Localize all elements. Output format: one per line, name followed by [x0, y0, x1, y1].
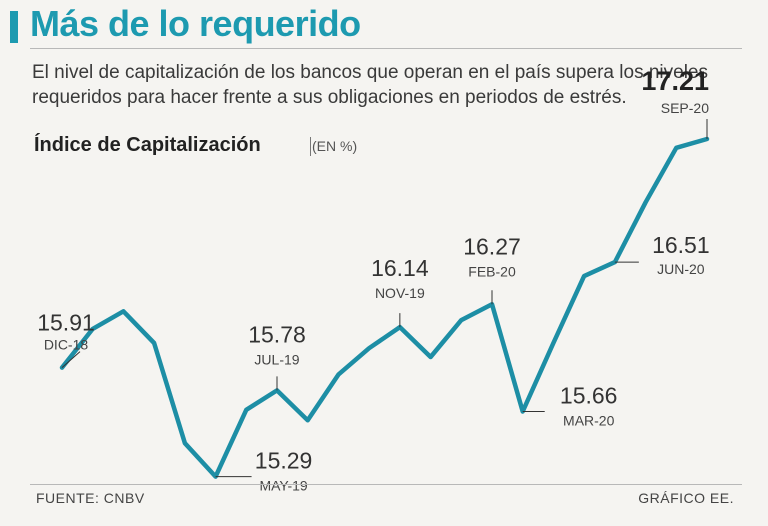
data-label-date-feb-20: FEB-20	[468, 263, 516, 279]
title-divider	[30, 48, 742, 49]
title-accent-bar	[10, 11, 18, 43]
data-label-date-nov-19: NOV-19	[375, 285, 425, 301]
chart-units: (EN %)	[312, 138, 358, 154]
chart-title: Índice de Capitalización	[34, 134, 261, 156]
footer-divider	[30, 484, 742, 485]
credit-note: GRÁFICO EE.	[638, 490, 734, 506]
data-label-date-mar-20: MAR-20	[563, 413, 615, 429]
data-label-date-jul-19: JUL-19	[254, 351, 299, 367]
data-label-date-may-19: MAY-19	[259, 478, 307, 494]
units-separator	[310, 137, 311, 156]
data-label-value-mar-20: 15.66	[560, 383, 618, 409]
data-label-value-jun-20: 16.51	[652, 232, 710, 258]
data-label-value-jul-19: 15.78	[248, 321, 306, 347]
data-label-value-feb-20: 16.27	[463, 233, 521, 259]
data-label-date-dic-18: DIC-18	[44, 337, 89, 353]
data-label-value-dic-18: 15.91	[37, 310, 95, 336]
data-label-value-sep-20: 17.21	[641, 66, 709, 96]
leader-line-dic-18	[61, 351, 81, 368]
series-line	[59, 136, 710, 479]
data-label-date-jun-20: JUN-20	[657, 261, 705, 277]
data-label-date-sep-20: SEP-20	[661, 100, 709, 116]
data-label-value-may-19: 15.29	[255, 448, 313, 474]
data-label-value-nov-19: 16.14	[371, 255, 429, 281]
source-note: FUENTE: CNBV	[36, 490, 145, 506]
subtitle: El nivel de capitalización de los bancos…	[32, 62, 708, 108]
page-title: Más de lo requerido	[30, 3, 361, 44]
